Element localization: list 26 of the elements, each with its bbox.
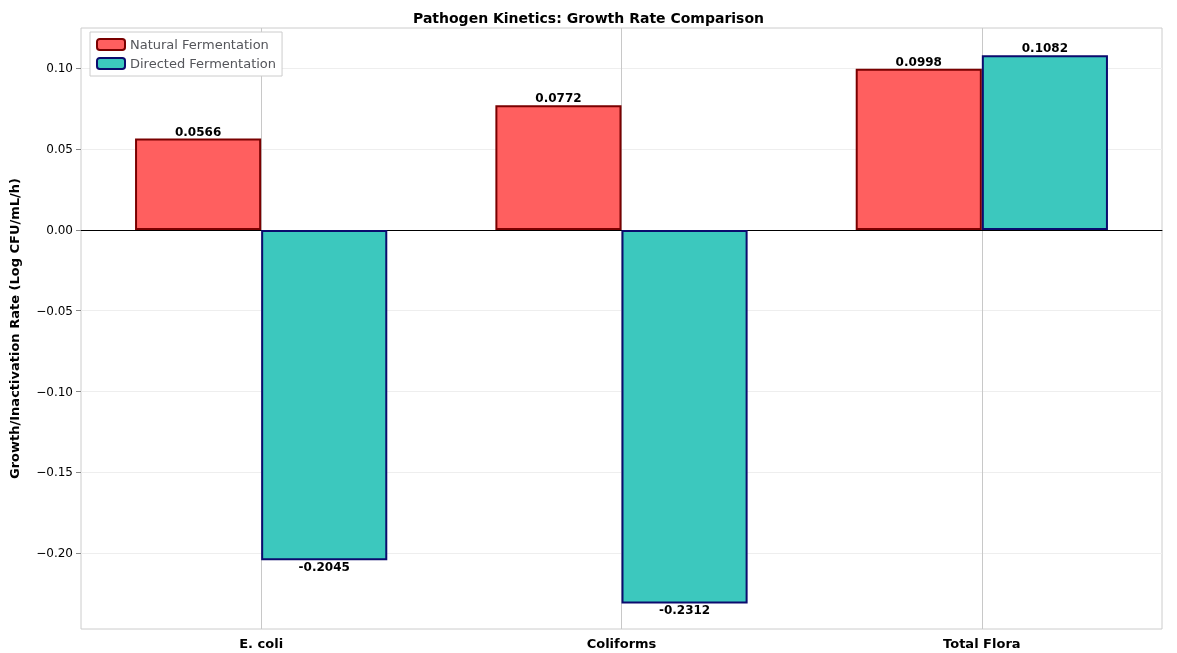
y-tick-label: 0.10	[46, 61, 73, 76]
data-label: 0.1082	[1021, 41, 1069, 56]
bar	[621, 229, 748, 604]
legend-label: Directed Fermentation	[130, 56, 277, 71]
x-tick-label: E. coli	[239, 636, 284, 651]
y-axis-title: Growth/Inactivation Rate (Log CFU/mL/h)	[7, 178, 22, 479]
data-label: -0.2312	[658, 603, 711, 618]
y-tick-label: −0.10	[36, 384, 73, 399]
data-label: 0.0998	[895, 54, 942, 69]
data-label: -0.2045	[298, 560, 350, 575]
data-label: 0.0772	[535, 91, 582, 106]
data-label: 0.0566	[174, 124, 222, 139]
y-tick-label: −0.05	[36, 303, 73, 318]
bar	[981, 55, 1108, 230]
bar	[135, 138, 262, 230]
legend-label: Natural Fermentation	[130, 37, 269, 52]
y-tick-label: −0.15	[36, 465, 73, 480]
y-tick-label: 0.00	[46, 222, 73, 237]
x-tick-label: Total Flora	[943, 636, 1021, 651]
chart-title: Pathogen Kinetics: Growth Rate Comparison	[412, 10, 765, 26]
x-tick-label: Coliforms	[586, 636, 657, 651]
bar	[261, 229, 388, 561]
y-tick-label: 0.05	[46, 142, 73, 157]
bar	[855, 68, 982, 230]
bar	[495, 105, 622, 230]
y-tick-label: −0.20	[36, 546, 73, 561]
